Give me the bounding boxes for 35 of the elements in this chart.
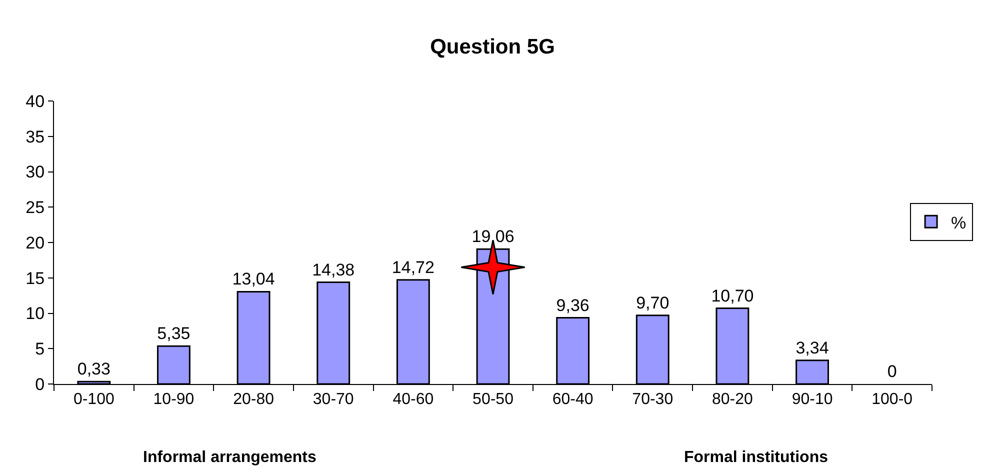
x-tick-label: 20-80	[233, 391, 274, 408]
data-label: 0,33	[77, 360, 110, 379]
x-tick-label: 60-40	[552, 391, 594, 408]
x-tick-label: 80-20	[712, 391, 754, 408]
data-label: 14,38	[312, 260, 355, 280]
x-tick-label: 10-90	[153, 391, 194, 408]
x-tick-label: 50-50	[472, 391, 514, 408]
y-tick-label: 10	[26, 304, 45, 324]
x-tick-label: 0-100	[73, 391, 114, 408]
y-tick-label: 0	[35, 374, 45, 394]
legend-label: %	[951, 213, 966, 232]
y-tick-label: 20	[26, 233, 45, 252]
x-tick-label: 30-70	[312, 391, 354, 408]
x-tick-label: 40-60	[392, 391, 434, 408]
data-label: 3,34	[796, 338, 829, 358]
data-label: 10,70	[711, 286, 754, 306]
y-tick-label: 35	[26, 127, 45, 146]
y-tick-label: 15	[26, 268, 45, 288]
text: Formal institutions	[684, 449, 828, 466]
data-label: 9,36	[556, 296, 590, 315]
text: Informal arrangements	[143, 449, 316, 466]
data-label: 14,72	[392, 258, 434, 277]
x-tick-label: 90-10	[792, 391, 833, 408]
data-label: 13,04	[232, 270, 275, 289]
data-label: 9,70	[636, 293, 670, 312]
y-tick-label: 40	[26, 92, 45, 111]
y-tick-label: 30	[26, 162, 45, 182]
chart-title: Question 5G	[430, 35, 555, 58]
y-tick-label: 5	[35, 340, 45, 359]
data-label: 19,06	[472, 227, 514, 246]
data-label: 5,35	[157, 324, 190, 344]
x-tick-label: 70-30	[632, 391, 674, 408]
data-label: 0	[887, 362, 897, 381]
x-tick-label: 100-0	[872, 391, 913, 408]
y-tick-label: 25	[26, 198, 45, 218]
